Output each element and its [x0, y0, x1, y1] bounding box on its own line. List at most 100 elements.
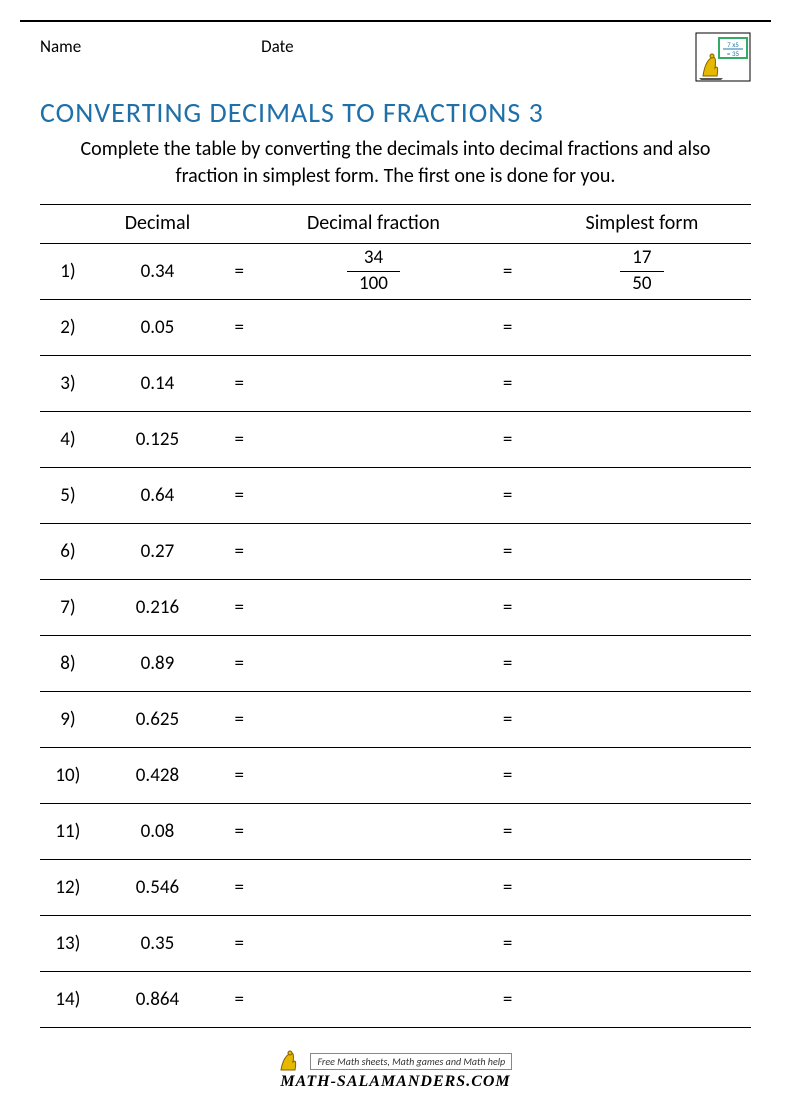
decimal-value: 0.08 — [101, 804, 214, 860]
equals-sign: = — [483, 580, 533, 636]
fraction-numerator: 17 — [620, 248, 663, 272]
date-label: Date — [261, 36, 293, 57]
decimal-value: 0.428 — [101, 748, 214, 804]
decimal-fraction-cell — [264, 916, 482, 972]
instructions-text: Complete the table by converting the dec… — [70, 136, 721, 190]
simplest-form-cell — [533, 972, 751, 1028]
equals-sign: = — [214, 692, 264, 748]
footer-tagline: Free Math sheets, Math games and Math he… — [310, 1053, 512, 1070]
decimal-fraction-cell — [264, 580, 482, 636]
simplest-form-cell — [533, 300, 751, 356]
table-row: 2)0.05== — [40, 300, 751, 356]
decimal-value: 0.625 — [101, 692, 214, 748]
simplest-form-cell — [533, 860, 751, 916]
row-number: 1) — [40, 244, 101, 300]
table-row: 6)0.27== — [40, 524, 751, 580]
name-label: Name — [40, 36, 81, 57]
table-row: 10)0.428== — [40, 748, 751, 804]
row-number: 13) — [40, 916, 101, 972]
decimal-value: 0.35 — [101, 916, 214, 972]
table-row: 9)0.625== — [40, 692, 751, 748]
svg-text:7 x5: 7 x5 — [727, 40, 739, 49]
equals-sign: = — [483, 860, 533, 916]
table-row: 12)0.546== — [40, 860, 751, 916]
decimal-fraction-cell — [264, 412, 482, 468]
equals-sign: = — [483, 692, 533, 748]
equals-sign: = — [483, 356, 533, 412]
simplest-form-cell — [533, 412, 751, 468]
table-header-row: Decimal Decimal fraction Simplest form — [40, 205, 751, 244]
decimal-fraction-cell — [264, 860, 482, 916]
table-row: 5)0.64== — [40, 468, 751, 524]
footer: Free Math sheets, Math games and Math he… — [0, 1046, 791, 1091]
row-number: 2) — [40, 300, 101, 356]
simplest-form-cell — [533, 524, 751, 580]
equals-sign: = — [214, 972, 264, 1028]
decimal-value: 0.14 — [101, 356, 214, 412]
equals-sign: = — [214, 468, 264, 524]
equals-sign: = — [214, 748, 264, 804]
fraction-denominator: 50 — [620, 272, 663, 295]
row-number: 5) — [40, 468, 101, 524]
table-row: 11)0.08== — [40, 804, 751, 860]
decimal-value: 0.546 — [101, 860, 214, 916]
simplest-form-cell — [533, 468, 751, 524]
equals-sign: = — [214, 524, 264, 580]
equals-sign: = — [483, 972, 533, 1028]
decimal-fraction-cell — [264, 636, 482, 692]
footer-brand: MATH-SALAMANDERS.COM — [0, 1073, 791, 1091]
equals-sign: = — [214, 412, 264, 468]
simplest-form-cell — [533, 692, 751, 748]
fraction-numerator: 34 — [347, 248, 400, 272]
row-number: 9) — [40, 692, 101, 748]
simplest-form-cell — [533, 804, 751, 860]
decimal-fraction-cell — [264, 524, 482, 580]
worksheet-page: Name Date 7 x5 = 35 CONVERTING DECIMALS … — [20, 20, 771, 1028]
col-header-decimal-fraction: Decimal fraction — [264, 205, 482, 244]
decimal-fraction-cell — [264, 748, 482, 804]
equals-sign: = — [214, 244, 264, 300]
simplest-form-cell — [533, 636, 751, 692]
header-row: Name Date 7 x5 = 35 — [40, 22, 751, 93]
decimal-fraction-cell — [264, 468, 482, 524]
col-header-decimal: Decimal — [101, 205, 214, 244]
decimal-value: 0.34 — [101, 244, 214, 300]
equals-sign: = — [214, 356, 264, 412]
row-number: 12) — [40, 860, 101, 916]
equals-sign: = — [483, 412, 533, 468]
row-number: 8) — [40, 636, 101, 692]
row-number: 3) — [40, 356, 101, 412]
fraction: 34100 — [347, 248, 400, 295]
decimal-value: 0.89 — [101, 636, 214, 692]
decimal-value: 0.27 — [101, 524, 214, 580]
equals-sign: = — [483, 636, 533, 692]
header-labels: Name Date — [40, 32, 294, 57]
row-number: 10) — [40, 748, 101, 804]
decimal-fraction-cell — [264, 692, 482, 748]
col-header-simplest-form: Simplest form — [533, 205, 751, 244]
decimal-fraction-cell — [264, 300, 482, 356]
decimal-value: 0.64 — [101, 468, 214, 524]
decimal-value: 0.864 — [101, 972, 214, 1028]
equals-sign: = — [483, 524, 533, 580]
table-row: 4)0.125== — [40, 412, 751, 468]
table-row: 8)0.89== — [40, 636, 751, 692]
decimal-fraction-cell — [264, 356, 482, 412]
row-number: 11) — [40, 804, 101, 860]
equals-sign: = — [483, 748, 533, 804]
decimal-fraction-cell — [264, 972, 482, 1028]
decimal-fraction-cell — [264, 804, 482, 860]
simplest-form-cell — [533, 580, 751, 636]
worksheet-title: CONVERTING DECIMALS TO FRACTIONS 3 — [40, 95, 751, 130]
row-number: 6) — [40, 524, 101, 580]
decimal-fraction-cell: 34100 — [264, 244, 482, 300]
simplest-form-cell — [533, 916, 751, 972]
equals-sign: = — [214, 300, 264, 356]
equals-sign: = — [214, 804, 264, 860]
row-number: 14) — [40, 972, 101, 1028]
equals-sign: = — [214, 916, 264, 972]
worksheet-table: Decimal Decimal fraction Simplest form 1… — [40, 204, 751, 1028]
simplest-form-cell: 1750 — [533, 244, 751, 300]
table-row: 7)0.216== — [40, 580, 751, 636]
svg-text:= 35: = 35 — [727, 49, 740, 58]
